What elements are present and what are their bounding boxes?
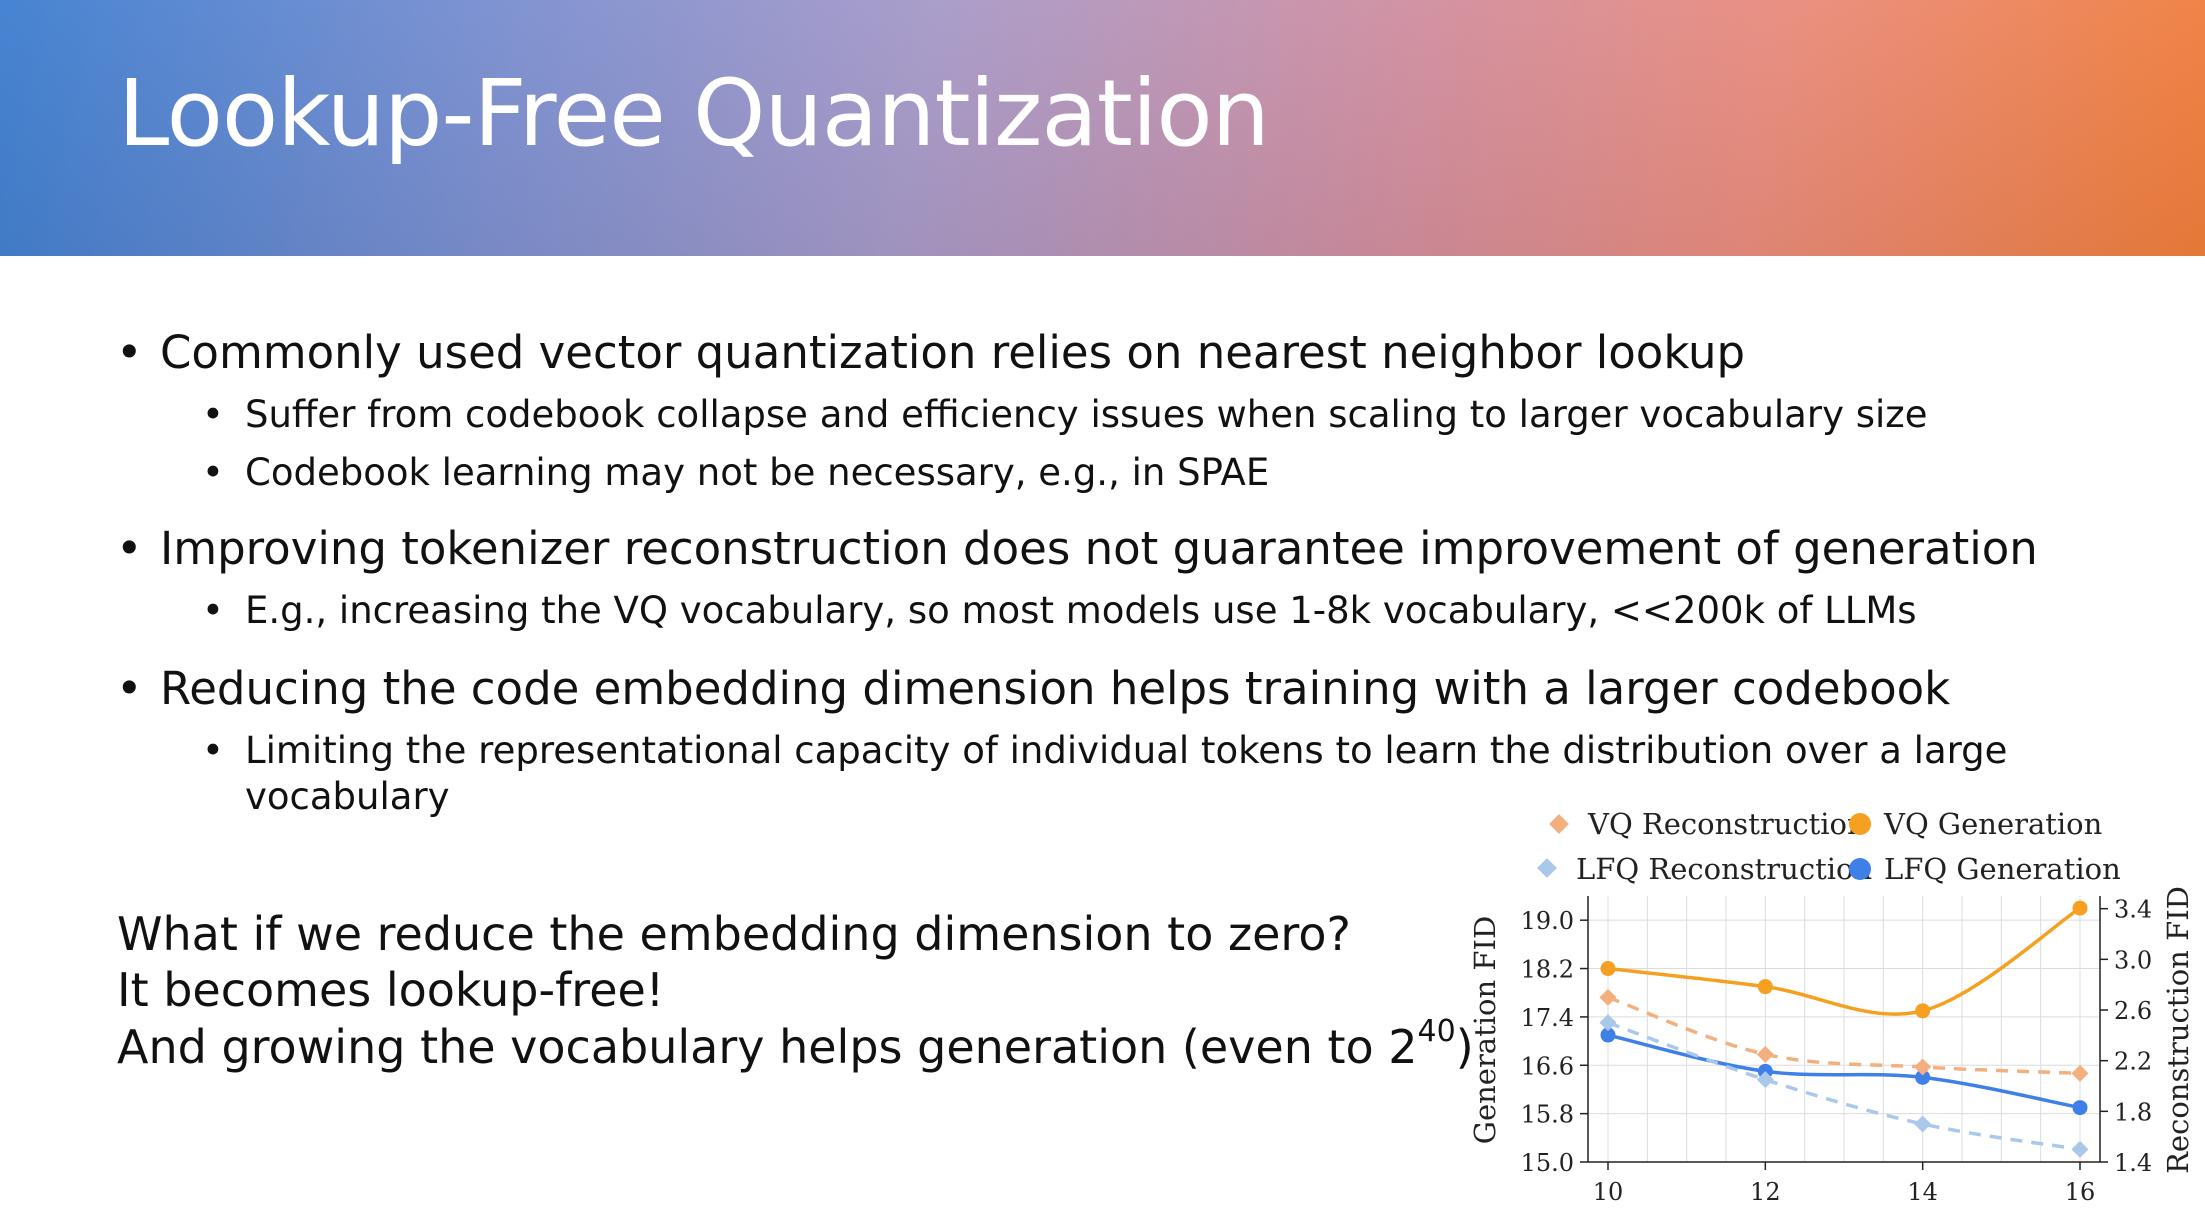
- legend-marker-vq-reconstruction: [1549, 814, 1569, 834]
- vq-generation-point: [1600, 961, 1616, 977]
- vq-reconstruction-point: [1599, 988, 1617, 1006]
- lfq-reconstruction-line: [1607, 1021, 2081, 1152]
- legend-label-lfq-reconstruction: LFQ Reconstruction: [1576, 852, 1872, 886]
- y2-tick-label: 1.4: [2114, 1149, 2152, 1177]
- y-axis-label: Generation FID: [1468, 916, 1502, 1144]
- sub-bullet-dot: •: [202, 589, 224, 632]
- vq-generation-point: [1915, 1003, 1931, 1019]
- x-tick-label: 12: [1750, 1178, 1781, 1206]
- bullet-dot: •: [116, 522, 143, 575]
- question-line-3-text: And growing the vocabulary helps generat…: [117, 1020, 1418, 1074]
- banner-shade: [0, 0, 2205, 256]
- title-banner: [0, 0, 2205, 256]
- lfq-generation-point: [1600, 1027, 1616, 1043]
- y-tick-label: 15.0: [1521, 1149, 1574, 1177]
- lfq-generation-point: [2072, 1100, 2088, 1116]
- x-tick-label: 10: [1593, 1178, 1624, 1206]
- y-tick-label: 18.2: [1521, 956, 1574, 984]
- legend-marker-lfq-reconstruction: [1537, 858, 1557, 878]
- bullet-dot: •: [116, 662, 143, 715]
- chart-lines: [1607, 906, 2081, 1152]
- vq-generation-point: [1757, 979, 1773, 995]
- lfq-reconstruction-point: [1914, 1115, 1932, 1133]
- vq-generation-line: [1607, 906, 2081, 1016]
- question-line-3-end: ): [1455, 1020, 1474, 1074]
- x-tick-label: 14: [1907, 1178, 1938, 1206]
- y2-axis-label: Reconstruction FID: [2161, 886, 2195, 1174]
- y2-tick-label: 1.8: [2114, 1098, 2152, 1126]
- question-line-2: It becomes lookup-free!: [117, 963, 665, 1017]
- fid-chart: VQ Reconstruction VQ Generation LFQ Reco…: [1468, 807, 2195, 1206]
- y2-tick-label: 3.0: [2114, 946, 2152, 974]
- bullet-3: Reducing the code embedding dimension he…: [160, 662, 1951, 715]
- slide-title: Lookup-Free Quantization: [118, 60, 1270, 167]
- y2-tick-label: 2.6: [2114, 997, 2152, 1025]
- exponent: 40: [1417, 1014, 1456, 1049]
- legend-marker-vq-generation: [1849, 813, 1871, 835]
- y-tick-label: 17.4: [1521, 1004, 1574, 1032]
- lfq-reconstruction-point: [1756, 1071, 1774, 1089]
- question-line-1: What if we reduce the embedding dimensio…: [117, 907, 1351, 961]
- sub-bullet-dot: •: [202, 451, 224, 494]
- vq-reconstruction-point: [2071, 1064, 2089, 1082]
- vq-reconstruction-line: [1607, 995, 2081, 1076]
- vq-generation-point: [2072, 900, 2088, 916]
- bullet-2-sub-1: E.g., increasing the VQ vocabulary, so m…: [245, 589, 1917, 632]
- vq-reconstruction-point: [1756, 1045, 1774, 1063]
- bullet-dot: •: [116, 326, 143, 379]
- lfq-reconstruction-point: [2071, 1140, 2089, 1158]
- bullet-1-sub-1: Suffer from codebook collapse and effici…: [245, 393, 1928, 436]
- bullet-2: Improving tokenizer reconstruction does …: [160, 522, 2038, 575]
- bullet-1-sub-2: Codebook learning may not be necessary, …: [245, 451, 1270, 494]
- chart-ticks: 15.0 15.8 16.6 17.4 18.2 19.0 1.4 1.8 2.2 2.6 3.0 3…: [1521, 896, 2153, 1206]
- y2-tick-label: 2.2: [2114, 1048, 2152, 1076]
- legend-label-vq-generation: VQ Generation: [1883, 807, 2102, 841]
- y2-tick-label: 3.4: [2114, 896, 2152, 924]
- question-line-3: And growing the vocabulary helps generat…: [117, 1014, 1474, 1074]
- chart-grid: [1588, 896, 2100, 1163]
- lfq-generation-line: [1607, 1033, 2081, 1110]
- bullet-3-sub-1: Limiting the representational capacity o…: [245, 729, 2008, 772]
- y-tick-label: 19.0: [1521, 907, 1574, 935]
- chart-legend: VQ Reconstruction VQ Generation LFQ Reco…: [1537, 807, 2121, 886]
- legend-marker-lfq-generation: [1849, 858, 1871, 880]
- legend-label-vq-reconstruction: VQ Reconstruction: [1587, 807, 1866, 841]
- sub-bullet-dot: •: [202, 393, 224, 436]
- bullet-3-sub-1-cont: vocabulary: [245, 775, 450, 818]
- bullet-1: Commonly used vector quantization relies…: [160, 326, 1746, 379]
- lfq-generation-point: [1915, 1069, 1931, 1085]
- x-tick-label: 16: [2065, 1178, 2096, 1206]
- sub-bullet-dot: •: [202, 729, 224, 772]
- chart-axes: [1587, 896, 2101, 1163]
- y-tick-label: 16.6: [1521, 1052, 1574, 1080]
- legend-label-lfq-generation: LFQ Generation: [1884, 852, 2121, 886]
- y-tick-label: 15.8: [1521, 1101, 1574, 1129]
